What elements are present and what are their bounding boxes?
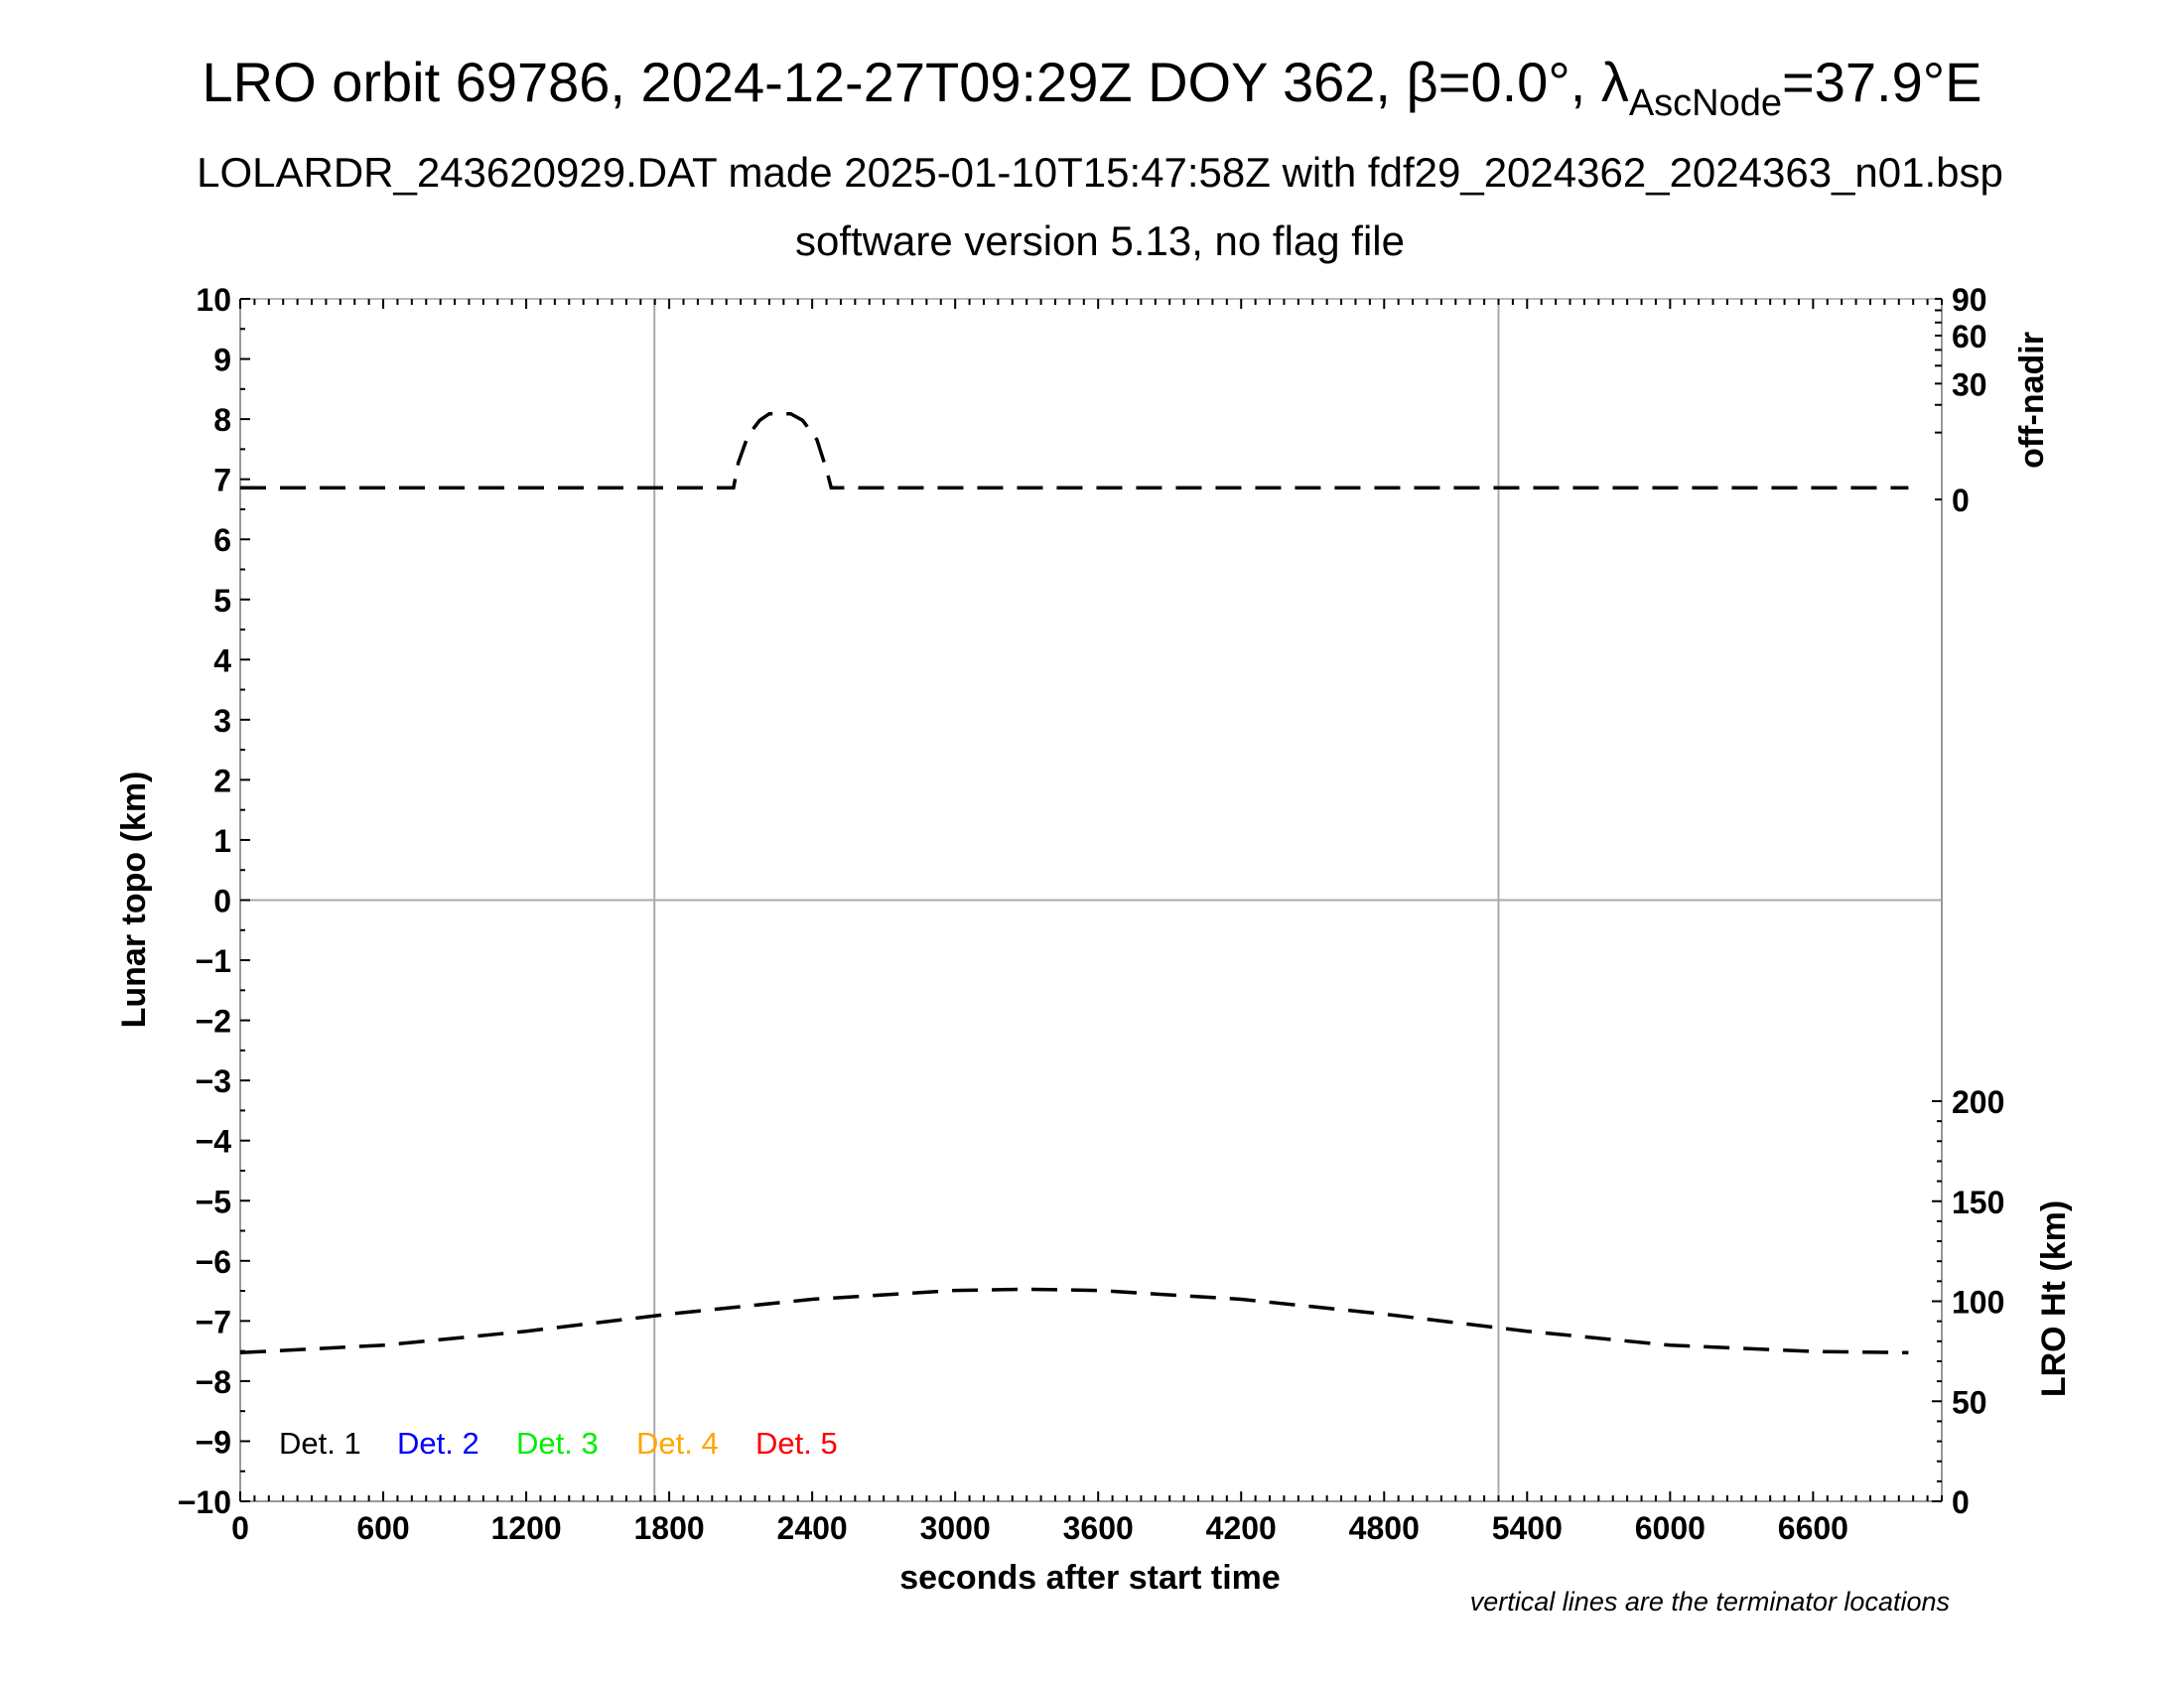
y-tick-label: 2 xyxy=(213,763,231,798)
lro-ht-tick-label: 150 xyxy=(1952,1185,2004,1220)
x-tick-label: 4200 xyxy=(1206,1510,1277,1546)
y-tick-label: −5 xyxy=(196,1184,231,1219)
off-nadir-tick-label: 60 xyxy=(1952,319,1987,354)
x-tick-label: 600 xyxy=(356,1510,409,1546)
x-tick-label: 0 xyxy=(231,1510,249,1546)
x-tick-label: 1200 xyxy=(490,1510,561,1546)
right-axis-label-lro-ht: LRO Ht (km) xyxy=(2035,1200,2073,1397)
legend-item: Det. 3 xyxy=(516,1426,599,1461)
lro-ht-tick-label: 0 xyxy=(1952,1484,1970,1520)
y-tick-label: −8 xyxy=(196,1364,231,1400)
y-tick-label: 8 xyxy=(213,402,231,438)
x-tick-label: 5400 xyxy=(1492,1510,1563,1546)
legend: Det. 1 Det. 2 Det. 3 Det. 4 Det. 5 xyxy=(279,1426,838,1461)
y-tick-label: 7 xyxy=(213,463,231,498)
y-tick-label: −4 xyxy=(196,1124,232,1160)
x-tick-label: 3000 xyxy=(920,1510,991,1546)
legend-item: Det. 2 xyxy=(397,1426,479,1461)
y-tick-label: −3 xyxy=(196,1063,231,1099)
x-tick-label: 1800 xyxy=(634,1510,705,1546)
y-tick-label: 3 xyxy=(213,703,231,739)
y-tick-label: 9 xyxy=(213,343,231,378)
footnote: vertical lines are the terminator locati… xyxy=(1470,1587,1950,1617)
lro-ht-series xyxy=(239,1287,1909,1355)
y-tick-label: 0 xyxy=(213,884,231,919)
y-tick-label: 4 xyxy=(213,642,231,678)
lro-ht-tick-label: 200 xyxy=(1952,1084,2004,1120)
x-tick-label: 6000 xyxy=(1635,1510,1706,1546)
x-axis-label: seconds after start time xyxy=(899,1559,1281,1597)
chart-title: LRO orbit 69786, 2024-12-27T09:29Z DOY 3… xyxy=(203,51,1982,124)
y-tick-label: −1 xyxy=(196,943,231,979)
y-tick-label: −9 xyxy=(196,1424,231,1460)
y-tick-label: 5 xyxy=(213,583,231,619)
y-tick-label: 1 xyxy=(213,823,231,859)
y-tick-label: −7 xyxy=(196,1304,231,1339)
axes: 0 600 1200 1800 2400 3000 3600 4200 4800 5400 6000… xyxy=(178,282,2005,1546)
y-tick-label: 6 xyxy=(213,522,231,558)
lro-ht-tick-label: 100 xyxy=(1952,1285,2004,1321)
off-nadir-series xyxy=(240,411,1909,491)
y-tick-label: −6 xyxy=(196,1244,231,1280)
legend-item: Det. 1 xyxy=(279,1426,361,1461)
chart-subtitle-2: software version 5.13, no flag file xyxy=(795,217,1405,264)
x-tick-label: 4800 xyxy=(1349,1510,1420,1546)
lro-ht-tick-label: 50 xyxy=(1952,1384,1987,1420)
x-tick-label: 3600 xyxy=(1063,1510,1134,1546)
off-nadir-tick-label: 90 xyxy=(1952,282,1987,318)
legend-item: Det. 5 xyxy=(755,1426,838,1461)
off-nadir-tick-label: 30 xyxy=(1952,366,1987,402)
x-tick-label: 2400 xyxy=(777,1510,848,1546)
off-nadir-tick-label: 0 xyxy=(1952,483,1970,518)
chart-subtitle: LOLARDR_243620929.DAT made 2025-01-10T15… xyxy=(197,149,2003,196)
y-tick-label: 10 xyxy=(196,282,231,318)
y-tick-label: −2 xyxy=(196,1004,231,1040)
right-axis-label-off-nadir: off-nadir xyxy=(2013,332,2051,469)
x-tick-label: 6600 xyxy=(1778,1510,1848,1546)
y-tick-label: −10 xyxy=(178,1484,231,1520)
grid xyxy=(240,299,1942,1501)
y-axis-label: Lunar topo (km) xyxy=(115,772,153,1029)
series xyxy=(239,411,1909,1355)
legend-item: Det. 4 xyxy=(636,1426,719,1461)
